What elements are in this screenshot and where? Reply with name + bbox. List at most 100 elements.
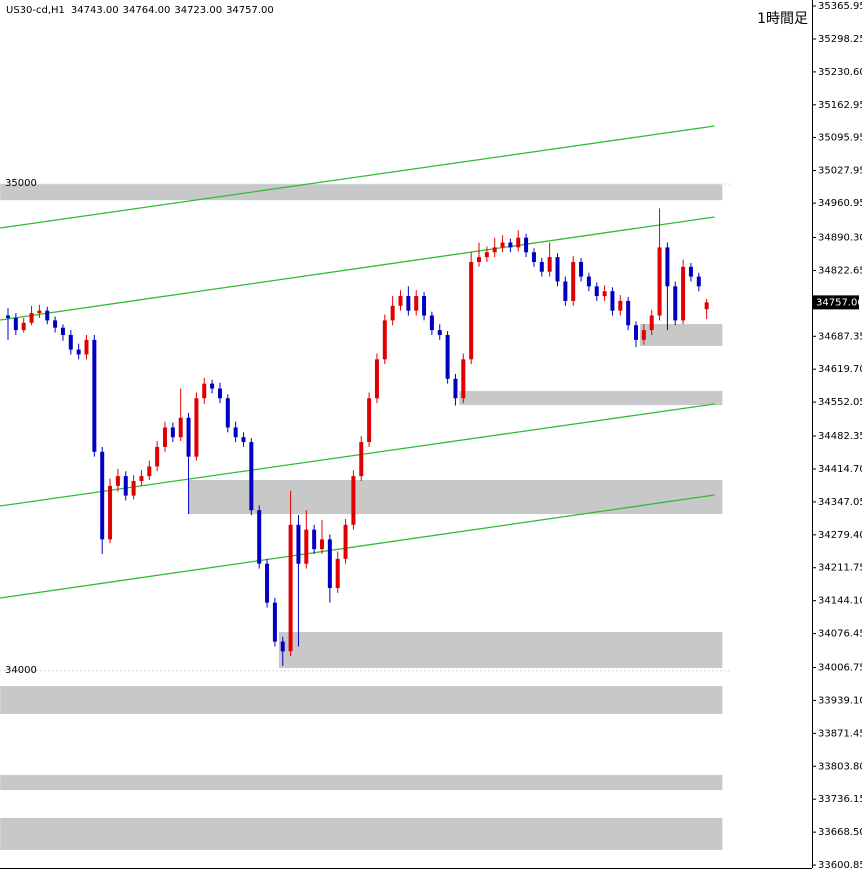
candle-body [704, 302, 709, 310]
candle-body [500, 242, 505, 248]
y-tick-label: 34414.70 [818, 464, 862, 475]
candle-body [649, 315, 654, 331]
candle-body [602, 291, 607, 297]
y-tick-label: 34006.75 [818, 663, 862, 674]
candle-body [217, 388, 222, 399]
symbol: US30-cd,H1 [6, 5, 65, 16]
y-tick-label: 34822.65 [818, 265, 862, 276]
candle-body [265, 563, 270, 603]
zone [188, 480, 723, 515]
candle-body [374, 359, 379, 399]
candle-body [233, 427, 238, 438]
candle-body [210, 383, 215, 389]
timeframe: 1時間足 [757, 11, 808, 27]
candle-body [280, 641, 285, 652]
candle-body [194, 398, 199, 457]
candle-body [76, 349, 81, 355]
candle-body [422, 296, 427, 316]
candle-body [414, 296, 419, 311]
candle-body [492, 247, 497, 253]
candle-body [696, 276, 701, 287]
candle-body [92, 339, 97, 452]
candle-body [139, 476, 144, 481]
zone [0, 774, 723, 791]
trendline [0, 125, 715, 229]
candle-body [382, 320, 387, 360]
candle-body [327, 539, 332, 589]
trendline [0, 494, 715, 599]
y-tick-label: 35095.95 [818, 132, 862, 143]
candle-body [555, 257, 560, 282]
candle-body [6, 315, 10, 318]
y-tick-label: 35162.95 [818, 100, 862, 111]
candle-body [563, 281, 568, 301]
header: US30-cd,H1 34743.00 34764.00 34723.00 34757.… [6, 5, 274, 16]
candle-body [249, 442, 254, 511]
y-tick-label: 34076.45 [818, 629, 862, 640]
candle-body [241, 437, 246, 443]
candle-body [202, 383, 207, 399]
candle-body [406, 296, 411, 311]
candle-body [60, 327, 65, 335]
y-tick-label: 34144.10 [818, 596, 862, 607]
candle-body [45, 310, 50, 321]
y-tick-label: 35298.25 [818, 34, 862, 45]
candle-body [681, 266, 686, 321]
candle-body [131, 480, 136, 496]
candle-body [320, 539, 324, 550]
candle-body [445, 334, 450, 379]
candle-body [272, 602, 277, 642]
candle-body [257, 510, 262, 564]
candle-body [469, 261, 474, 360]
y-tick-label: 33600.85 [818, 860, 862, 870]
current-price-label: 34757.00 [816, 297, 862, 308]
candle-body [178, 417, 183, 438]
y-tick-label: 34890.30 [818, 233, 862, 244]
candle-body [626, 300, 631, 326]
candle-body [108, 485, 113, 540]
candle-body [571, 261, 576, 301]
candle-body [579, 261, 584, 277]
candle-body [367, 398, 372, 443]
y-tick-label: 34347.05 [818, 497, 862, 508]
y-tick-label: 35230.60 [818, 67, 862, 78]
candle-body [618, 300, 623, 311]
y-tick-label: 33736.15 [818, 794, 862, 805]
candle-body [68, 334, 73, 350]
trendline [0, 403, 715, 507]
candle-body [359, 442, 364, 477]
candle-body [115, 476, 120, 486]
candle-body [516, 237, 521, 248]
candle-body [539, 261, 544, 272]
open-label: 34743.00 [71, 5, 119, 16]
zone [459, 390, 723, 406]
y-tick-label: 35027.95 [818, 166, 862, 177]
candle-body [673, 286, 678, 321]
candle-body [155, 446, 160, 467]
candle-body [398, 296, 403, 306]
y-tick-label: 34482.35 [818, 431, 862, 442]
zone [0, 817, 723, 850]
candle-body [170, 427, 175, 438]
candles [6, 208, 709, 666]
candle-body [586, 276, 591, 287]
candle-body [163, 427, 167, 447]
candle-body [547, 257, 552, 272]
levels: 35000 34000 [0, 178, 730, 676]
candle-body [351, 476, 356, 525]
candle-body [477, 257, 481, 262]
candle-body [665, 247, 670, 287]
candle-body [484, 252, 489, 258]
candle-body [312, 529, 317, 550]
candle-body [437, 330, 442, 335]
candle-body [594, 286, 599, 297]
trendlines [0, 125, 715, 599]
y-tick-label: 33668.50 [818, 827, 862, 838]
trendline [0, 216, 715, 321]
candle-body [429, 315, 434, 331]
candle-body [610, 291, 615, 311]
zone [639, 323, 723, 346]
zone [278, 632, 723, 669]
